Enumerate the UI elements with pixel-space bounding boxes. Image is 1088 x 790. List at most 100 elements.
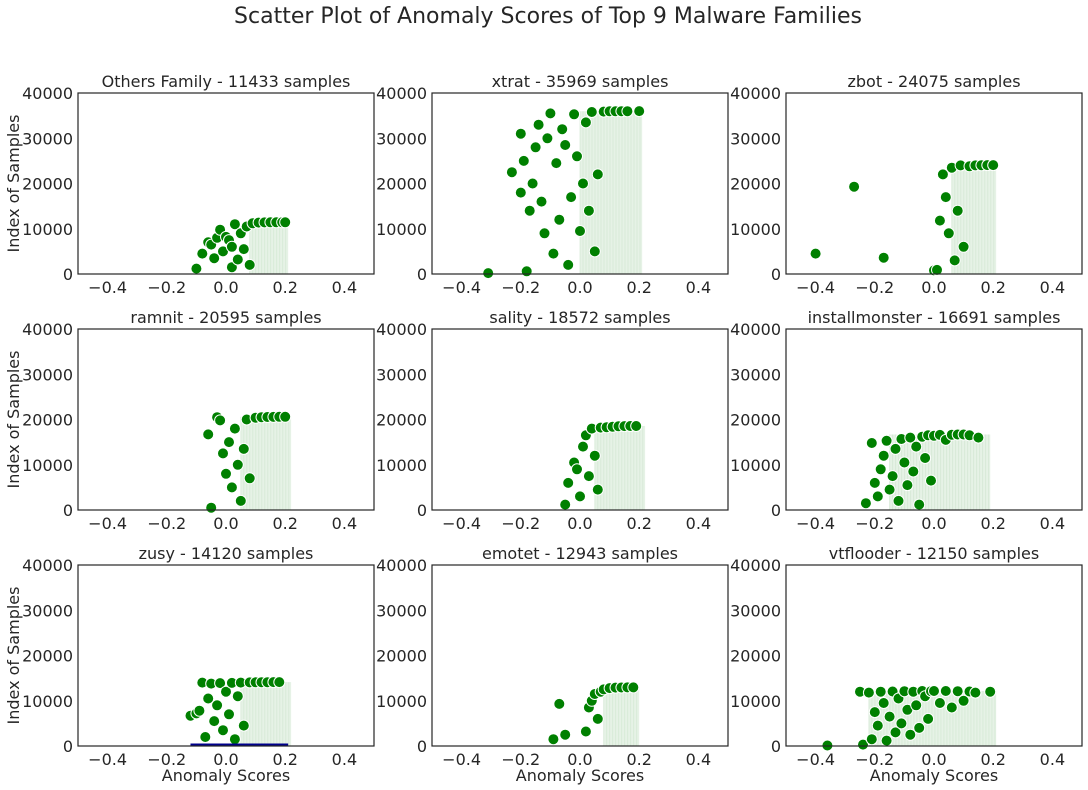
data-point xyxy=(591,712,604,725)
data-point xyxy=(190,262,203,275)
subplot-title: Others Family - 11433 samples xyxy=(102,72,351,91)
y-tick-label: 20000 xyxy=(730,175,781,194)
data-point xyxy=(220,685,232,698)
x-tick-label: −0.4 xyxy=(796,278,835,297)
data-point xyxy=(202,428,215,441)
y-tick-label: 0 xyxy=(771,265,781,284)
x-tick-label: 0.2 xyxy=(626,278,651,297)
data-point xyxy=(196,247,209,260)
data-point xyxy=(862,686,875,699)
y-tick-label: 20000 xyxy=(22,411,73,430)
data-point xyxy=(913,498,926,511)
plot-frame xyxy=(77,564,375,747)
x-tick-label: −0.4 xyxy=(442,278,481,297)
data-point xyxy=(984,685,997,698)
y-tick-label: 10000 xyxy=(730,456,781,475)
data-point xyxy=(904,728,917,741)
data-point xyxy=(568,108,581,121)
subplot-title: zusy - 14120 samples xyxy=(139,544,314,563)
x-axis-label: Anomaly Scores xyxy=(870,766,998,785)
x-tick-label: 0.4 xyxy=(686,750,711,769)
x-tick-label: 0.0 xyxy=(567,750,592,769)
y-tick-label: 40000 xyxy=(376,84,427,103)
data-point xyxy=(945,701,958,714)
dense-point-band xyxy=(594,425,646,510)
x-tick-label: 0.4 xyxy=(1040,278,1065,297)
y-tick-label: 10000 xyxy=(376,692,427,711)
data-point xyxy=(874,463,887,476)
data-point xyxy=(199,731,212,743)
subplot-installmonster: installmonster - 16691 samples −0.4 −0.2 0.… xyxy=(730,308,1083,533)
data-point xyxy=(505,166,518,179)
plot-area xyxy=(432,565,728,746)
data-point xyxy=(231,253,244,266)
x-tick-label: −0.4 xyxy=(796,514,835,533)
data-point xyxy=(217,447,229,460)
data-point xyxy=(577,440,589,453)
y-tick-label: 20000 xyxy=(730,647,781,666)
subplot-title: ramnit - 20595 samples xyxy=(130,308,321,327)
data-point xyxy=(933,697,946,709)
x-tick-label: 0.0 xyxy=(921,278,946,297)
data-point xyxy=(877,697,890,709)
data-point xyxy=(895,717,908,730)
data-point xyxy=(913,721,926,734)
dense-point-band xyxy=(580,111,643,275)
x-tick-label: −0.2 xyxy=(855,750,894,769)
x-tick-label: −0.2 xyxy=(147,278,186,297)
subplot-sality: sality - 18572 samples −0.4 −0.2 0.0 0.2 0.4 0… xyxy=(376,308,729,533)
data-point xyxy=(228,218,241,231)
y-tick-label: 30000 xyxy=(376,601,427,620)
plot-frame xyxy=(785,328,1083,511)
data-point xyxy=(880,734,893,747)
data-point xyxy=(553,213,566,226)
data-point xyxy=(868,706,881,719)
plot-area xyxy=(432,329,728,510)
y-tick-label: 30000 xyxy=(22,601,73,620)
x-tick-label: −0.2 xyxy=(147,750,186,769)
data-point xyxy=(957,240,970,253)
y-tick-label: 40000 xyxy=(22,320,73,339)
data-point xyxy=(857,738,869,751)
data-point xyxy=(874,685,887,698)
x-tick-label: 0.2 xyxy=(980,514,1005,533)
data-point xyxy=(633,105,646,118)
x-tick-label: 0.0 xyxy=(567,278,592,297)
data-point xyxy=(859,497,872,510)
data-point xyxy=(904,431,917,444)
y-tick-label: 40000 xyxy=(22,556,73,575)
x-tick-label: 0.0 xyxy=(921,750,946,769)
x-tick-label: −0.2 xyxy=(501,514,540,533)
data-point xyxy=(577,177,589,190)
x-axis-label: Anomaly Scores xyxy=(162,766,290,785)
dense-point-band xyxy=(240,416,292,510)
plot-frame xyxy=(77,328,375,511)
data-point xyxy=(243,472,256,485)
x-tick-label: −0.4 xyxy=(88,278,127,297)
data-point xyxy=(574,490,586,503)
x-tick-label: −0.2 xyxy=(855,514,894,533)
y-tick-label: 10000 xyxy=(376,456,427,475)
y-tick-label: 30000 xyxy=(730,129,781,148)
data-point xyxy=(582,204,595,217)
data-point xyxy=(883,710,896,723)
subplot-zbot: zbot - 24075 samples −0.4 −0.2 0.0 0.2 0.4 0 10… xyxy=(730,72,1083,297)
y-tick-label: 20000 xyxy=(376,411,427,430)
data-point xyxy=(234,494,247,507)
data-point xyxy=(526,177,539,190)
data-point xyxy=(892,494,905,507)
x-tick-label: −0.4 xyxy=(442,514,481,533)
figure-title: Scatter Plot of Anomaly Scores of Top 9 … xyxy=(234,4,862,29)
data-point xyxy=(877,251,890,264)
x-tick-label: 0.4 xyxy=(1040,750,1065,769)
data-point xyxy=(559,139,572,151)
y-tick-label: 0 xyxy=(771,737,781,756)
data-point xyxy=(538,227,551,240)
subplot-title: xtrat - 35969 samples xyxy=(492,72,669,91)
x-tick-label: −0.4 xyxy=(88,514,127,533)
data-point xyxy=(582,470,595,483)
data-point xyxy=(571,150,583,163)
y-tick-label: 0 xyxy=(417,265,427,284)
data-point xyxy=(574,225,586,237)
data-point xyxy=(214,677,227,690)
